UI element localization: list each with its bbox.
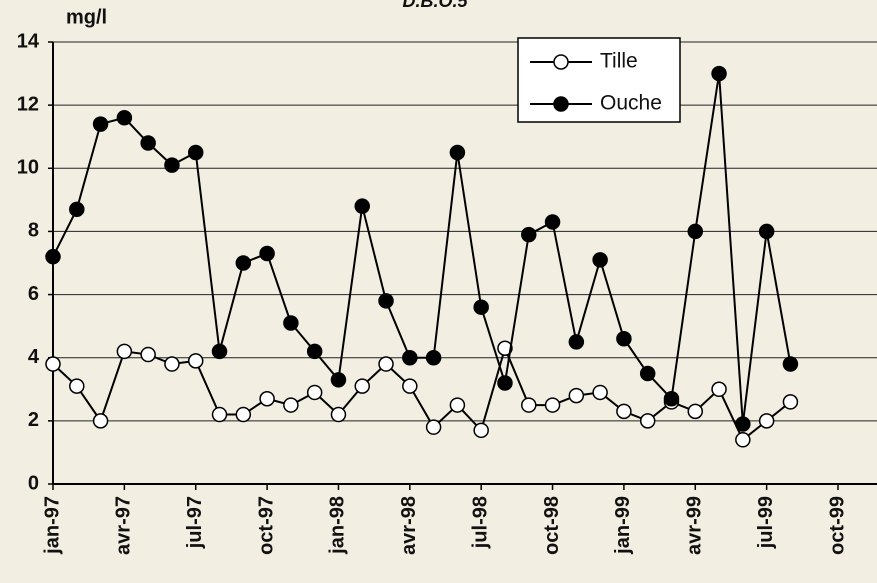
y-axis-label: mg/l — [66, 6, 107, 28]
data-point — [782, 356, 799, 372]
y-tick-label: 2 — [28, 409, 39, 431]
data-point — [378, 293, 394, 309]
data-point — [92, 116, 109, 132]
data-point — [735, 432, 751, 448]
chart-title: D.B.O.5 — [402, 0, 468, 11]
data-point — [140, 135, 156, 151]
data-point — [45, 356, 61, 372]
data-point — [354, 198, 370, 214]
data-point — [687, 403, 704, 420]
data-point — [259, 391, 275, 407]
data-point — [187, 144, 204, 161]
data-point — [521, 226, 537, 243]
data-point — [306, 384, 323, 401]
x-tick-label: avr-97 — [113, 496, 135, 555]
data-point — [283, 397, 299, 413]
y-tick-label: 14 — [17, 30, 40, 52]
data-point — [354, 378, 370, 394]
legend-box — [517, 37, 681, 123]
data-point — [425, 349, 442, 366]
data-point — [568, 387, 585, 404]
data-point — [164, 157, 180, 173]
data-point — [568, 334, 585, 350]
data-point — [735, 416, 751, 432]
legend-marker — [553, 54, 569, 70]
legend-marker — [553, 96, 569, 112]
x-tick-label: avr-98 — [398, 496, 420, 555]
data-point — [402, 349, 418, 366]
data-point — [235, 406, 252, 423]
data-point — [330, 406, 347, 423]
x-tick-label: jan-98 — [327, 496, 349, 555]
data-point — [211, 343, 228, 360]
data-point — [473, 299, 489, 315]
data-point — [497, 340, 513, 356]
data-point — [45, 248, 61, 265]
data-point — [449, 144, 466, 161]
data-point — [235, 255, 252, 271]
data-point — [69, 201, 85, 218]
data-point — [521, 397, 537, 413]
y-tick-label: 4 — [28, 346, 40, 368]
data-point — [211, 406, 228, 423]
data-point — [616, 331, 632, 347]
y-tick-label: 10 — [17, 157, 39, 179]
data-point — [782, 394, 799, 410]
data-point — [330, 372, 347, 388]
x-tick-label: jul-98 — [469, 496, 491, 549]
y-tick-label: 8 — [28, 220, 39, 242]
data-point — [140, 346, 156, 363]
data-point — [639, 365, 656, 382]
x-tick-label: oct-98 — [541, 496, 563, 555]
data-point — [92, 413, 109, 429]
data-point — [69, 378, 85, 394]
y-tick-label: 0 — [28, 472, 39, 494]
data-point — [425, 419, 442, 435]
data-point — [402, 378, 418, 394]
y-tick-label: 6 — [28, 283, 39, 305]
data-point — [283, 315, 299, 331]
data-point — [187, 353, 204, 369]
y-tick-label: 12 — [17, 93, 39, 115]
data-point — [758, 223, 775, 240]
data-point — [497, 375, 513, 391]
data-point — [592, 384, 608, 401]
data-point — [711, 65, 727, 82]
legend-label: Tille — [600, 50, 638, 73]
x-tick-label: avr-99 — [684, 496, 706, 555]
data-point — [544, 214, 561, 230]
data-point — [711, 381, 727, 398]
data-point — [758, 413, 775, 429]
data-point — [449, 397, 466, 413]
data-point — [306, 343, 323, 360]
x-tick-label: oct-99 — [826, 496, 848, 555]
x-tick-label: oct-97 — [255, 496, 277, 555]
data-point — [544, 397, 561, 413]
legend-label: Ouche — [600, 92, 662, 115]
data-point — [259, 245, 275, 262]
data-point — [663, 391, 680, 407]
data-point — [473, 422, 489, 439]
x-tick-label: jul-99 — [755, 496, 777, 549]
data-point — [687, 223, 704, 240]
data-point — [164, 356, 180, 372]
data-point — [116, 110, 133, 126]
x-tick-label: jul-97 — [184, 496, 206, 549]
data-point — [592, 252, 608, 268]
x-tick-label: jan-99 — [612, 496, 634, 555]
data-point — [116, 343, 133, 360]
data-point — [616, 403, 632, 420]
data-point — [378, 356, 394, 372]
data-point — [639, 413, 656, 429]
x-tick-label: jan-97 — [41, 496, 63, 555]
